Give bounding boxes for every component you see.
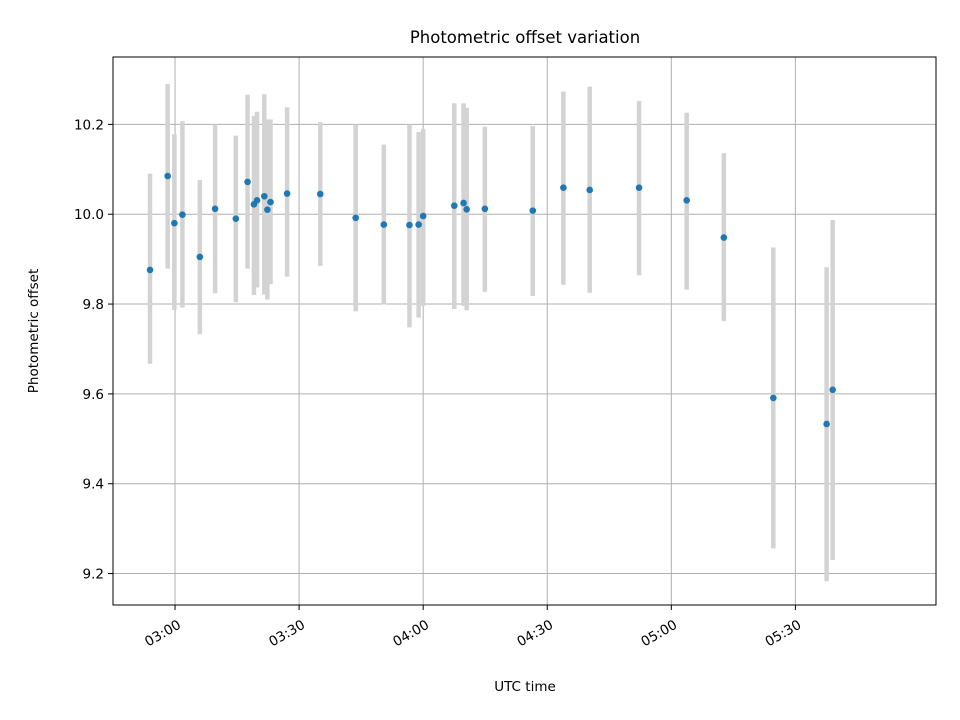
- data-point: [415, 221, 422, 228]
- data-point: [260, 192, 268, 200]
- data-point: [683, 196, 690, 204]
- data-point: [419, 212, 427, 220]
- data-point: [179, 211, 186, 218]
- data-point: [720, 234, 728, 241]
- y-tick-label: 9.4: [83, 477, 104, 493]
- y-axis-label: Photometric offset: [26, 269, 42, 393]
- data-point: [146, 266, 154, 274]
- plot-frame: [112, 56, 937, 606]
- y-axis: 9.2 9.4 9.6 9.8 10.0 10.2: [74, 117, 113, 583]
- data-point: [460, 199, 467, 207]
- data-point: [196, 253, 204, 261]
- data-point: [253, 196, 261, 204]
- y-tick-label: 9.8: [83, 297, 104, 313]
- y-tick-label: 10.0: [74, 207, 104, 223]
- data-point: [352, 214, 359, 222]
- point-layer: [146, 172, 836, 428]
- data-point: [529, 207, 537, 214]
- x-axis-label: UTC time: [494, 679, 556, 695]
- data-point: [267, 198, 274, 206]
- data-point: [283, 190, 291, 197]
- data-point: [232, 215, 240, 223]
- y-tick-label: 9.6: [83, 387, 104, 403]
- y-tick-label: 9.2: [83, 567, 104, 583]
- data-point: [380, 221, 388, 228]
- data-point: [635, 184, 643, 192]
- data-point: [450, 202, 458, 209]
- data-point: [560, 184, 567, 192]
- data-point: [316, 190, 324, 198]
- data-point: [770, 394, 777, 402]
- data-point: [829, 386, 836, 394]
- data-point: [264, 206, 271, 214]
- data-point: [463, 205, 470, 213]
- data-point: [481, 205, 489, 213]
- data-point: [171, 219, 178, 227]
- y-tick-label: 10.2: [74, 117, 104, 133]
- data-point: [211, 205, 219, 213]
- data-point: [586, 186, 594, 194]
- data-point: [244, 178, 251, 186]
- grid-layer: [113, 57, 936, 605]
- chart-title: Photometric offset variation: [410, 28, 640, 47]
- data-point: [164, 172, 171, 180]
- data-point: [406, 221, 413, 229]
- data-point: [823, 420, 830, 428]
